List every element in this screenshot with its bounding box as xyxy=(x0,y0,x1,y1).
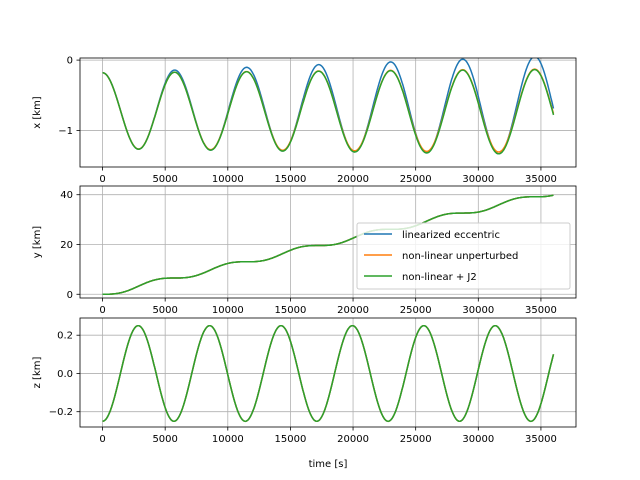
x-tick-label: 20000 xyxy=(337,305,369,316)
x-axis-label: time [s] xyxy=(309,459,348,470)
series-group xyxy=(102,194,554,296)
x-tick-label: 30000 xyxy=(462,174,494,185)
y-tick-label: 40 xyxy=(60,190,73,201)
series-line-non-linear-j2 xyxy=(102,194,554,296)
x-tick-label: 10000 xyxy=(212,305,244,316)
x-tick-label: 5000 xyxy=(152,305,177,316)
y-tick-label: 0 xyxy=(67,56,73,67)
y-axis-label: y [km] xyxy=(32,226,43,259)
y-tick-label: 0.2 xyxy=(57,331,73,342)
x-tick-label: 30000 xyxy=(462,305,494,316)
legend-label-non-linear-j2: non-linear + J2 xyxy=(402,272,477,283)
series-line-linearized-eccentric xyxy=(102,58,555,155)
x-tick-label: 25000 xyxy=(400,174,432,185)
y-tick-label: 0 xyxy=(67,290,73,301)
legend-label-non-linear-unperturbed: non-linear unperturbed xyxy=(402,251,518,262)
subplot-3: 0 5000 10000 15000 20000 25000 30000 35000 −0.2 0… xyxy=(32,317,577,470)
x-tick-label: 0 xyxy=(99,434,105,445)
x-tick-label: 30000 xyxy=(462,434,494,445)
x-tick-label: 0 xyxy=(99,305,105,316)
y-tick-label: −0.2 xyxy=(49,407,73,418)
subplot-1: 0 5000 10000 15000 20000 25000 30000 35000 −1 0 x … xyxy=(32,56,577,185)
legend: linearized eccentric non-linear unpertur… xyxy=(356,222,571,290)
y-axis-label: x [km] xyxy=(32,96,43,129)
x-tick-label: 20000 xyxy=(337,174,369,185)
x-tick-label: 5000 xyxy=(152,434,177,445)
axes-frame xyxy=(79,185,577,299)
series-line-non-linear-j2 xyxy=(102,324,555,423)
legend-box xyxy=(356,222,571,290)
x-tick-label: 35000 xyxy=(525,305,557,316)
x-tick-label: 5000 xyxy=(152,174,177,185)
x-tick-label: 10000 xyxy=(212,434,244,445)
x-tick-label: 25000 xyxy=(400,305,432,316)
x-tick-label: 20000 xyxy=(337,434,369,445)
y-tick-label: 0.0 xyxy=(57,369,73,380)
y-axis-label: z [km] xyxy=(32,357,43,389)
series-line-non-linear-unperturbed xyxy=(102,68,555,153)
x-tick-label: 10000 xyxy=(212,174,244,185)
y-tick-label: −1 xyxy=(58,126,73,137)
legend-label-linearized-eccentric: linearized eccentric xyxy=(402,230,500,241)
y-tick-label: 20 xyxy=(60,240,73,251)
x-tick-label: 0 xyxy=(99,174,105,185)
x-tick-label: 25000 xyxy=(400,434,432,445)
axes-frame xyxy=(79,57,577,168)
x-tick-label: 15000 xyxy=(275,434,307,445)
x-tick-label: 35000 xyxy=(525,174,557,185)
x-tick-label: 15000 xyxy=(275,174,307,185)
series-group xyxy=(102,58,555,155)
series-group xyxy=(102,324,555,423)
series-line-non-linear-j2 xyxy=(102,68,555,155)
axes-frame xyxy=(79,317,577,428)
x-tick-label: 15000 xyxy=(275,305,307,316)
x-tick-label: 35000 xyxy=(525,434,557,445)
